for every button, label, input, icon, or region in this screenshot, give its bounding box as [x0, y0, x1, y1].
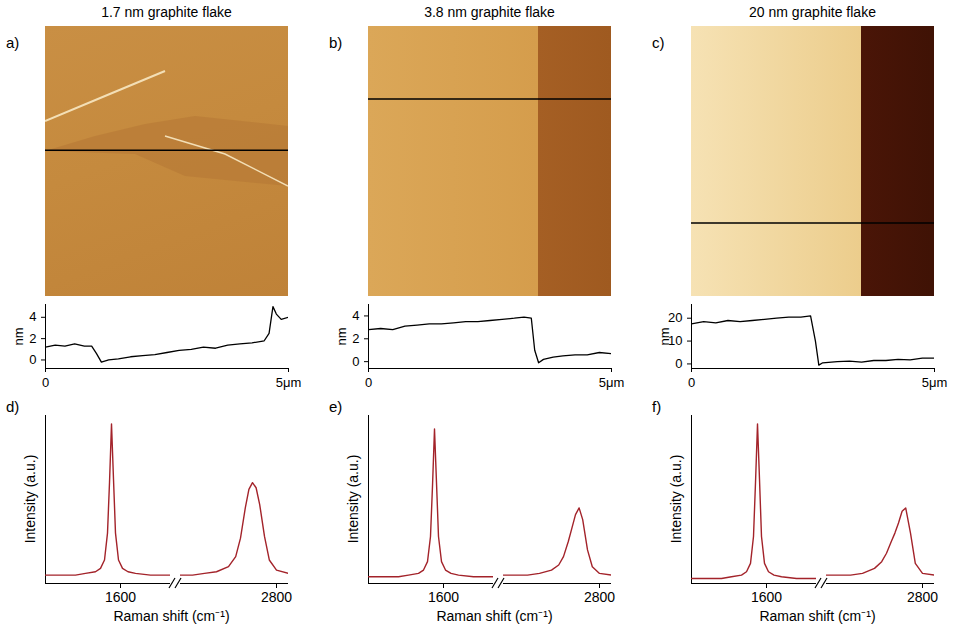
svg-text:nm: nm: [11, 327, 26, 345]
html-text:a): a): [6, 34, 20, 51]
svg-text:1600: 1600: [105, 589, 136, 605]
html-text:1.7 nm graphite flake: 1.7 nm graphite flake: [101, 4, 232, 20]
svg-text:20: 20: [668, 310, 682, 325]
svg-text:2: 2: [29, 331, 36, 346]
svg-text:0: 0: [365, 375, 372, 390]
html-text:3.8 nm graphite flake: 3.8 nm graphite flake: [424, 4, 555, 20]
svg-text:nm: nm: [657, 327, 672, 345]
svg-text:4: 4: [29, 309, 36, 324]
svg-text:1600: 1600: [428, 589, 459, 605]
svg-text:nm: nm: [334, 327, 349, 345]
svg-text:1600: 1600: [751, 589, 782, 605]
html-text:Raman shift (cm⁻¹): Raman shift (cm⁻¹): [436, 608, 553, 624]
svg-text:2800: 2800: [584, 589, 615, 605]
html-text:e): e): [329, 398, 343, 415]
svg-text:4: 4: [352, 308, 359, 323]
svg-text:0: 0: [688, 375, 695, 390]
svg-text:5μm: 5μm: [922, 375, 948, 390]
svg-text:5μm: 5μm: [276, 375, 302, 390]
html-text:Intensity (a.u.): Intensity (a.u.): [668, 454, 684, 544]
svg-text:5μm: 5μm: [599, 375, 625, 390]
svg-text:2800: 2800: [907, 589, 938, 605]
html-text:f): f): [652, 398, 662, 415]
html-text:c): c): [652, 34, 665, 51]
svg-text:10: 10: [668, 333, 683, 349]
html-text:Intensity (a.u.): Intensity (a.u.): [22, 454, 38, 544]
html-text:20 nm graphite flake: 20 nm graphite flake: [749, 4, 876, 20]
svg-text:0: 0: [29, 352, 36, 367]
svg-text:0: 0: [42, 375, 49, 390]
svg-text:0: 0: [675, 356, 682, 371]
svg-text:2800: 2800: [261, 589, 292, 605]
html-text:Raman shift (cm⁻¹): Raman shift (cm⁻¹): [113, 608, 230, 624]
svg-text:2: 2: [352, 331, 359, 346]
svg-text:0: 0: [352, 354, 359, 369]
html-text:b): b): [329, 34, 343, 51]
html-text:Raman shift (cm⁻¹): Raman shift (cm⁻¹): [759, 608, 876, 624]
html-text:d): d): [6, 398, 20, 415]
html-text:Intensity (a.u.): Intensity (a.u.): [345, 454, 361, 544]
